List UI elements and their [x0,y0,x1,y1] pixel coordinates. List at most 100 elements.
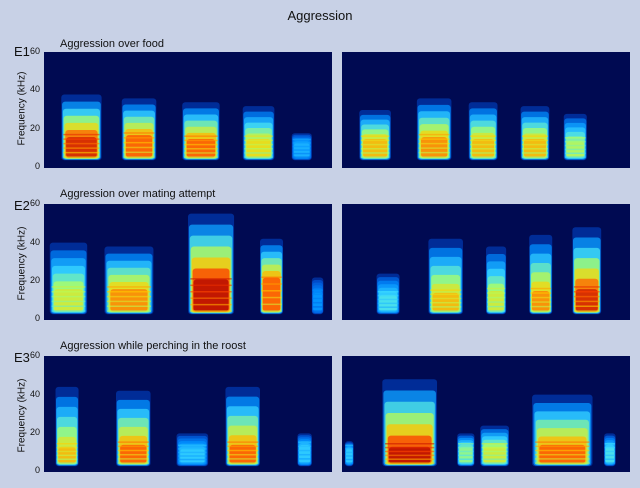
call-band [193,279,229,312]
call-mark [242,106,275,161]
harmonic-streak [345,458,354,461]
harmonic-streak [190,278,232,280]
harmonic-streak [487,301,506,303]
harmonic-streak [604,443,616,445]
harmonic-streak [345,444,354,447]
harmonic-streak [530,292,552,294]
harmonic-streak [56,454,78,457]
row-label-e3: E3 [14,350,30,365]
harmonic-streak [430,293,462,296]
harmonic-streak [56,443,78,445]
spectrogram-svg [376,227,602,315]
y-tick-e3-40: 40 [29,389,40,399]
call-mark [480,425,510,467]
harmonic-streak [481,458,508,460]
harmonic-streak [244,152,273,154]
y-tick-e3-60: 60 [29,350,40,360]
harmonic-streak [261,290,282,292]
harmonic-streak [106,286,151,288]
harmonic-streak [604,446,616,449]
harmonic-streak [123,132,155,134]
harmonic-streak [51,295,86,298]
harmonic-streak [106,291,151,293]
call-band [66,137,97,158]
y-tick-e2-0: 0 [34,313,40,323]
harmonic-streak [360,148,390,150]
harmonic-streak [360,156,390,158]
harmonic-streak [522,139,548,142]
harmonic-streak [535,445,590,448]
call-mark [563,113,587,161]
call-mark [486,246,507,315]
y-tick-e1-40: 40 [29,84,40,94]
harmonic-streak [190,310,232,312]
harmonic-streak [377,298,399,301]
harmonic-streak [123,151,155,154]
harmonic-streak [573,295,600,298]
harmonic-streak [418,147,450,149]
harmonic-streak [430,297,462,300]
call-mark [55,386,79,467]
harmonic-streak [63,133,100,136]
call-mark [104,246,154,315]
harmonic-streak [487,305,506,308]
harmonic-streak [261,276,282,278]
harmonic-streak [312,310,323,312]
harmonic-streak [261,310,282,312]
harmonic-streak [117,458,149,460]
harmonic-streak [377,306,399,308]
harmonic-streak [56,458,78,460]
harmonic-streak [377,302,399,305]
harmonic-streak [184,156,218,158]
harmonic-streak [244,135,273,137]
harmonic-streak [261,283,282,285]
call-mark [376,273,400,315]
call-mark [116,390,151,467]
harmonic-streak [470,139,497,142]
harmonic-streak [604,454,616,457]
harmonic-streak [227,441,259,443]
harmonic-streak [312,289,323,291]
harmonic-streak [178,444,207,447]
call-mark [176,433,209,467]
harmonic-streak [227,449,259,452]
harmonic-streak [51,305,86,307]
harmonic-streak [430,301,462,304]
harmonic-streak [298,462,312,464]
harmonic-streak [530,287,552,290]
call-mark [382,379,438,467]
harmonic-streak [106,300,151,303]
harmonic-streak [184,148,218,150]
harmonic-streak [430,310,462,312]
harmonic-streak [487,287,506,290]
harmonic-streak [244,139,273,142]
harmonic-streak [184,139,218,142]
y-tick-e1-0: 0 [34,161,40,171]
harmonic-streak [244,143,273,146]
call-band [262,277,281,312]
harmonic-streak [51,310,86,312]
y-axis-label-e2: Frequency (kHz) [16,226,28,301]
harmonic-streak [123,156,155,158]
harmonic-streak [184,143,218,146]
harmonic-streak [360,135,390,137]
harmonic-streak [106,305,151,307]
harmonic-streak [292,145,311,148]
harmonic-streak [573,300,600,303]
call-band [531,291,550,312]
harmonic-streak [227,462,259,464]
harmonic-streak [573,286,600,288]
harmonic-streak [190,284,232,287]
harmonic-streak [56,462,78,464]
harmonic-streak [56,446,78,449]
harmonic-streak [178,455,207,457]
harmonic-streak [63,147,100,149]
harmonic-streak [261,296,282,299]
harmonic-streak [123,137,155,139]
spectrogram-e2-left [44,204,332,320]
y-tick-e3-20: 20 [29,427,40,437]
harmonic-streak [522,148,548,150]
harmonic-streak [56,450,78,453]
harmonic-streak [63,151,100,154]
harmonic-streak [345,455,354,457]
